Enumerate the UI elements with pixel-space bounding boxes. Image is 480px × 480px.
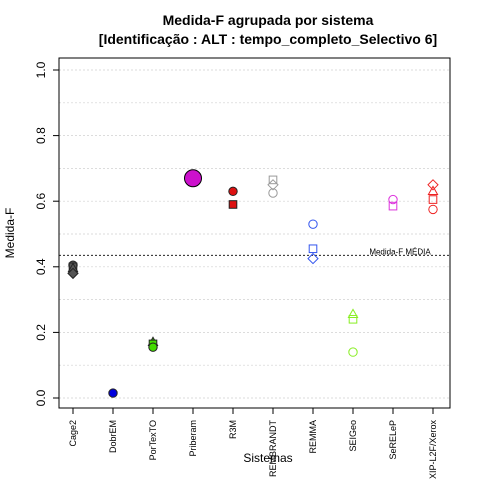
- x-tick-label: Cage2: [68, 420, 78, 447]
- data-point: [348, 314, 358, 324]
- data-point: [348, 347, 358, 357]
- x-tick-label: R3M: [228, 420, 238, 439]
- x-axis-label: Sistemas: [243, 451, 292, 465]
- y-tick-label: 0.4: [34, 258, 48, 275]
- x-tick-label: PorTexTO: [148, 420, 158, 460]
- data-points: [67, 169, 439, 398]
- data-point: [268, 188, 278, 198]
- data-point: [427, 179, 439, 191]
- x-tick-label: DobrEM: [108, 420, 118, 453]
- y-tick-label: 1.0: [34, 61, 48, 78]
- plot-area: [58, 57, 451, 409]
- mean-reference-label: Medida-F MÉDIA: [369, 247, 431, 256]
- y-axis: 0.0 0.2 0.4 0.6 0.8 1.0: [34, 61, 59, 406]
- data-point: [184, 169, 202, 188]
- x-tick-label: REMMA: [308, 420, 318, 454]
- data-point: [67, 267, 79, 280]
- data-point: [148, 342, 158, 352]
- data-point: [108, 388, 118, 398]
- data-point: [228, 200, 238, 209]
- y-tick-label: 0.2: [34, 324, 48, 341]
- data-point: [307, 252, 319, 265]
- data-point: [427, 185, 439, 196]
- x-tick-label: SeRELeP: [388, 420, 398, 460]
- x-tick-label: REMBRANDT: [268, 420, 278, 478]
- data-point: [388, 201, 398, 211]
- chart-subtitle: [Identificação : ALT : tempo_completo_Se…: [99, 31, 437, 47]
- data-point: [268, 175, 278, 185]
- y-tick-label: 0.6: [34, 193, 48, 210]
- y-tick-label: 0.8: [34, 127, 48, 144]
- data-point: [308, 244, 318, 254]
- data-point: [228, 186, 238, 197]
- chart-title: Medida-F agrupada por sistema: [163, 12, 374, 28]
- data-point: [428, 195, 438, 204]
- y-axis-label: Medida-F: [3, 208, 17, 259]
- data-point: [347, 308, 359, 319]
- x-axis: Cage2 DobrEM PorTexTO Priberam R3M REMBRANDT R…: [68, 408, 438, 479]
- x-tick-label: SEIGeo: [348, 420, 358, 452]
- data-point: [428, 204, 438, 215]
- y-tick-label: 0.0: [34, 389, 48, 406]
- data-point: [388, 194, 398, 205]
- grid: [59, 69, 450, 399]
- data-point: [308, 219, 318, 229]
- data-point: [267, 179, 279, 191]
- x-tick-label: Priberam: [188, 420, 198, 457]
- x-tick-label: XIP-L2F/Xerox: [428, 420, 438, 480]
